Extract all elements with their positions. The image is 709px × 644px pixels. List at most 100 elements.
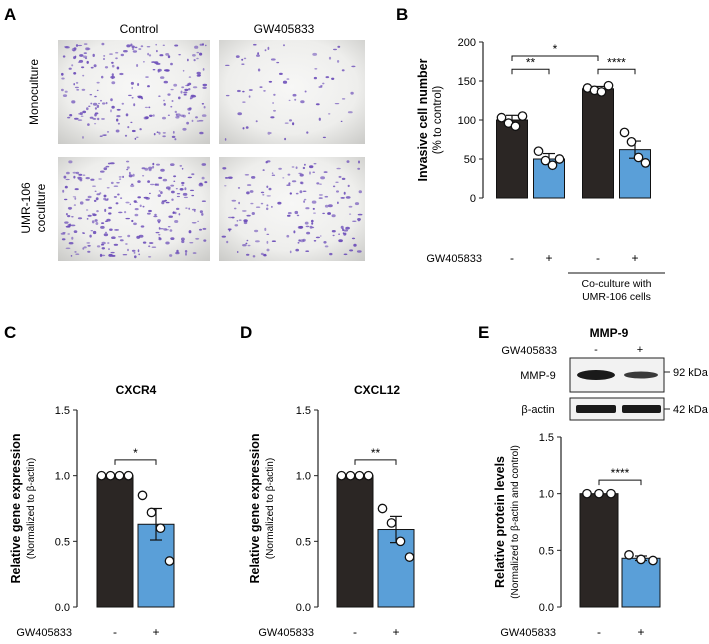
data-point	[164, 556, 175, 566]
stained-cell	[302, 190, 307, 192]
stained-cell	[69, 114, 73, 117]
stained-cell	[242, 101, 246, 103]
stained-cell	[158, 176, 163, 179]
stained-cell	[99, 135, 103, 137]
stained-cell	[338, 233, 340, 235]
stained-cell	[351, 237, 356, 240]
group-label: Co-culture with	[581, 278, 651, 290]
stained-cell	[271, 172, 274, 174]
stained-cell	[256, 54, 260, 57]
stained-cell	[202, 83, 208, 87]
stained-cell	[129, 203, 132, 206]
stained-cell	[185, 207, 188, 209]
stained-cell	[101, 222, 105, 225]
stained-cell	[345, 196, 351, 199]
chart-panel-e: 0.0 0.5 1.0 1.5 Relative protein levels (Norm…	[493, 432, 661, 639]
stained-cell	[73, 72, 77, 75]
stained-cell	[113, 196, 117, 198]
stained-cell	[113, 243, 119, 246]
stained-cell	[273, 93, 276, 96]
stained-cell	[188, 112, 191, 115]
stained-cell	[116, 115, 121, 118]
stained-cell	[270, 116, 275, 119]
data-point	[496, 112, 507, 123]
stained-cell	[347, 111, 353, 114]
stained-cell	[96, 245, 101, 248]
stained-cell	[343, 229, 349, 232]
stained-cell	[288, 182, 291, 185]
stained-cell	[158, 237, 162, 241]
stained-cell	[101, 42, 105, 46]
stained-cell	[111, 73, 114, 77]
stained-cell	[105, 101, 108, 105]
stained-cell	[201, 213, 204, 216]
stained-cell	[304, 90, 307, 93]
stained-cell	[82, 232, 85, 234]
stained-cell	[68, 160, 73, 164]
stained-cell	[171, 198, 174, 201]
stained-cell	[202, 68, 205, 71]
stained-cell	[238, 219, 242, 221]
stained-cell	[322, 136, 326, 139]
stained-cell	[114, 229, 119, 231]
stained-cell	[329, 252, 333, 256]
stained-cell	[196, 57, 199, 60]
stained-cell	[69, 208, 71, 210]
stained-cell	[286, 234, 290, 238]
stained-cell	[226, 240, 229, 244]
y-tick-label: 1.0	[55, 471, 70, 483]
stained-cell	[356, 250, 362, 253]
stained-cell	[158, 95, 161, 97]
stained-cell	[89, 234, 92, 238]
stained-cell	[295, 248, 300, 252]
stained-cell	[176, 207, 180, 210]
stained-cell	[63, 198, 68, 201]
stained-cell	[77, 217, 83, 220]
stained-cell	[151, 61, 156, 63]
stained-cell	[145, 116, 149, 119]
stained-cell	[273, 109, 276, 112]
stained-cell	[160, 168, 165, 172]
stained-cell	[110, 75, 116, 79]
stained-cell	[79, 54, 84, 57]
data-point	[345, 470, 356, 481]
stained-cell	[263, 90, 266, 92]
data-point	[377, 503, 388, 514]
stained-cell	[184, 250, 188, 253]
stained-cell	[193, 59, 196, 62]
stained-cell	[104, 66, 109, 69]
stained-cell	[158, 190, 161, 192]
stained-cell	[158, 234, 161, 236]
stained-cell	[313, 163, 317, 165]
blot-title: MMP-9	[590, 326, 629, 340]
stained-cell	[91, 220, 95, 224]
stained-cell	[336, 167, 341, 170]
stained-cell	[136, 64, 139, 67]
stained-cell	[178, 213, 181, 216]
chart-panel-b: 0 50 100 150 200 Invasive cell number (% to co…	[416, 37, 665, 303]
stained-cell	[272, 102, 274, 104]
stained-cell	[163, 103, 166, 106]
stained-cell	[108, 206, 112, 209]
stained-cell	[311, 219, 314, 223]
data-point	[540, 155, 551, 166]
stained-cell	[70, 255, 73, 257]
stained-cell	[263, 254, 267, 257]
stained-cell	[147, 212, 151, 215]
stained-cell	[137, 83, 140, 86]
stained-cell	[199, 52, 203, 56]
stained-cell	[243, 219, 248, 223]
stained-cell	[231, 199, 237, 202]
stained-cell	[158, 236, 161, 238]
stained-cell	[191, 222, 197, 224]
stained-cell	[145, 197, 150, 200]
stained-cell	[282, 80, 288, 84]
stained-cell	[299, 225, 304, 229]
stained-cell	[324, 195, 329, 198]
stained-cell	[259, 86, 263, 88]
significance-bracket	[511, 55, 599, 62]
stained-cell	[66, 171, 70, 175]
stained-cell	[305, 250, 310, 252]
stained-cell	[105, 165, 110, 168]
stained-cell	[139, 128, 142, 131]
